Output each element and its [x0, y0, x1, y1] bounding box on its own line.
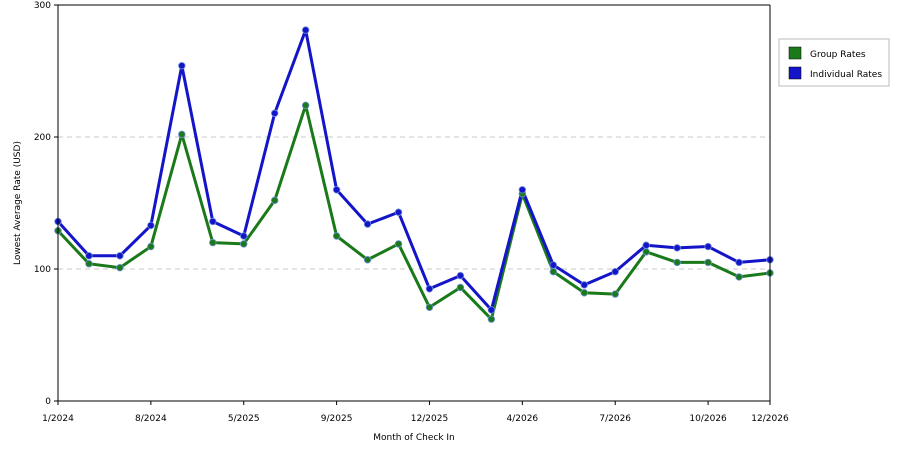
data-point-individual-rates — [332, 186, 341, 194]
x-tick-label: 12/2026 — [751, 414, 789, 424]
data-point-group-rates — [85, 260, 93, 268]
data-point-individual-rates — [240, 232, 248, 240]
data-point-group-rates — [611, 290, 619, 298]
data-point-individual-rates — [147, 221, 155, 230]
data-point-group-rates — [704, 258, 712, 267]
x-tick-label: 8/2024 — [135, 414, 167, 424]
series-lines — [54, 26, 774, 323]
legend-swatch-group-rates — [788, 46, 802, 60]
data-point-group-rates — [549, 267, 558, 276]
x-tick-label: 10/2026 — [689, 414, 727, 424]
series-line-individual-rates — [56, 28, 771, 312]
data-point-individual-rates — [301, 26, 310, 34]
y-tick-label: 200 — [34, 133, 51, 143]
data-point-individual-rates — [673, 244, 681, 252]
data-point-group-rates — [270, 196, 279, 205]
legend-swatch-individual-rates — [788, 66, 802, 80]
data-point-individual-rates — [456, 271, 465, 280]
data-point-individual-rates — [85, 252, 93, 260]
y-tick-label: 100 — [34, 265, 51, 275]
legend-label-group-rates: Group Rates — [810, 50, 866, 60]
data-point-group-rates — [332, 232, 341, 240]
data-point-individual-rates — [704, 242, 712, 251]
data-point-group-rates — [178, 130, 186, 139]
data-point-individual-rates — [363, 220, 372, 228]
x-tick-label: 1/2024 — [42, 414, 74, 424]
y-tick-label: 0 — [45, 397, 51, 407]
data-point-individual-rates — [735, 258, 743, 267]
data-point-individual-rates — [611, 267, 619, 276]
x-tick-label: 4/2026 — [507, 414, 539, 424]
y-tick-label: 300 — [34, 1, 51, 11]
data-point-group-rates — [425, 303, 434, 311]
data-point-group-rates — [487, 315, 496, 323]
axes — [57, 4, 771, 402]
tick-labels: 0 100 200 300 1/2024 8/2024 5/2025 9/2025 12/202… — [34, 1, 789, 424]
data-point-individual-rates — [394, 208, 403, 216]
gridlines — [58, 136, 770, 270]
x-tick-label: 7/2026 — [599, 414, 631, 424]
data-point-individual-rates — [580, 281, 588, 289]
data-point-individual-rates — [487, 306, 496, 314]
data-point-group-rates — [642, 248, 650, 256]
y-axis-title: Lowest Average Rate (USD) — [13, 141, 23, 265]
data-point-individual-rates — [178, 62, 186, 70]
data-point-individual-rates — [518, 186, 527, 194]
x-tick-label: 5/2025 — [228, 414, 260, 424]
data-point-individual-rates — [209, 217, 217, 226]
data-point-group-rates — [209, 238, 217, 247]
data-point-group-rates — [147, 242, 155, 251]
x-axis-title: Month of Check In — [373, 433, 455, 443]
data-point-individual-rates — [642, 241, 650, 249]
x-tick-label: 12/2025 — [411, 414, 448, 424]
data-point-individual-rates — [270, 109, 279, 117]
data-point-group-rates — [116, 263, 124, 272]
data-point-individual-rates — [549, 261, 558, 269]
data-point-group-rates — [240, 240, 248, 248]
data-point-individual-rates — [116, 252, 124, 260]
data-point-group-rates — [394, 240, 403, 248]
series-line-group-rates — [56, 103, 771, 321]
legend-label-individual-rates: Individual Rates — [810, 70, 882, 80]
data-point-group-rates — [301, 101, 310, 110]
data-point-group-rates — [580, 289, 588, 297]
data-point-group-rates — [456, 283, 465, 292]
x-tick-label: 9/2025 — [321, 414, 353, 424]
data-point-group-rates — [363, 256, 372, 264]
data-point-group-rates — [673, 258, 681, 267]
legend: Group Rates Individual Rates — [778, 38, 890, 87]
data-point-group-rates — [735, 273, 743, 281]
data-point-individual-rates — [425, 285, 434, 293]
